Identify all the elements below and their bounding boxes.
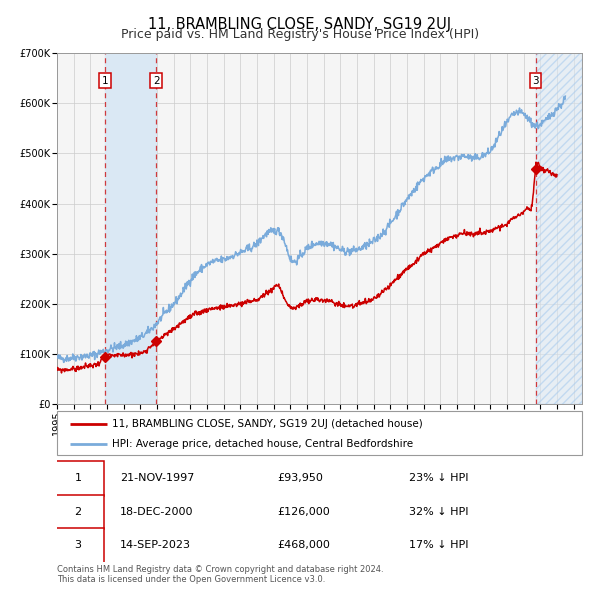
Text: 11, BRAMBLING CLOSE, SANDY, SG19 2UJ: 11, BRAMBLING CLOSE, SANDY, SG19 2UJ (148, 17, 452, 31)
FancyBboxPatch shape (57, 411, 582, 455)
Text: 18-DEC-2000: 18-DEC-2000 (120, 507, 193, 517)
Text: £468,000: £468,000 (277, 540, 331, 550)
FancyBboxPatch shape (52, 528, 104, 563)
Text: 23% ↓ HPI: 23% ↓ HPI (409, 473, 468, 483)
Text: 32% ↓ HPI: 32% ↓ HPI (409, 507, 468, 517)
Text: 14-SEP-2023: 14-SEP-2023 (120, 540, 191, 550)
FancyBboxPatch shape (52, 494, 104, 529)
Text: £126,000: £126,000 (277, 507, 330, 517)
Text: 2: 2 (153, 76, 160, 86)
Text: HPI: Average price, detached house, Central Bedfordshire: HPI: Average price, detached house, Cent… (112, 440, 413, 450)
Text: £93,950: £93,950 (277, 473, 323, 483)
Text: 21-NOV-1997: 21-NOV-1997 (120, 473, 194, 483)
Bar (536, 53, 582, 404)
Text: 17% ↓ HPI: 17% ↓ HPI (409, 540, 468, 550)
Text: 3: 3 (532, 76, 539, 86)
Text: 1: 1 (74, 473, 82, 483)
Bar (536, 53, 582, 404)
Text: Price paid vs. HM Land Registry's House Price Index (HPI): Price paid vs. HM Land Registry's House … (121, 28, 479, 41)
Text: Contains HM Land Registry data © Crown copyright and database right 2024.
This d: Contains HM Land Registry data © Crown c… (57, 565, 383, 584)
Text: 3: 3 (74, 540, 82, 550)
FancyBboxPatch shape (52, 461, 104, 496)
Text: 11, BRAMBLING CLOSE, SANDY, SG19 2UJ (detached house): 11, BRAMBLING CLOSE, SANDY, SG19 2UJ (de… (112, 419, 423, 428)
Bar (105, 53, 157, 404)
Text: 1: 1 (102, 76, 109, 86)
Text: 2: 2 (74, 507, 82, 517)
